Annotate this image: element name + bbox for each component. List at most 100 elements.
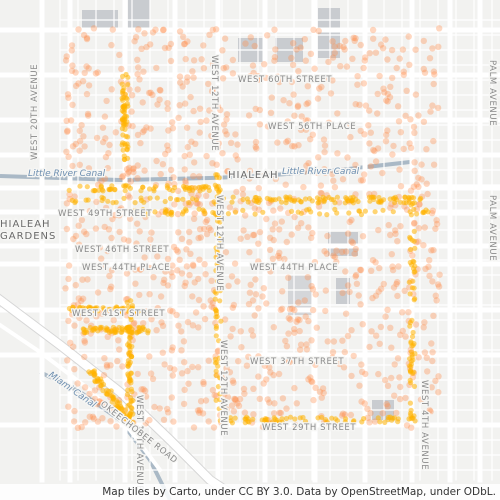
incident-dot	[339, 248, 346, 256]
incident-dot	[134, 86, 141, 93]
incident-dot	[358, 211, 365, 218]
incident-dot	[215, 213, 222, 220]
incident-dot	[122, 126, 128, 132]
incident-dot	[302, 313, 309, 320]
incident-dot	[105, 198, 111, 204]
incident-dot	[183, 263, 191, 270]
incident-dot	[134, 131, 142, 139]
incident-dot	[181, 359, 188, 366]
incident-dot	[65, 275, 72, 283]
incident-dot	[347, 133, 354, 141]
incident-dot	[231, 260, 239, 267]
incident-dot	[184, 74, 191, 81]
incident-dot	[251, 312, 258, 319]
incident-dot	[209, 86, 217, 93]
incident-dot	[333, 423, 340, 430]
incident-dot	[80, 31, 88, 39]
incident-dot	[217, 417, 223, 424]
incident-dot	[399, 46, 407, 53]
incident-dot	[348, 372, 355, 380]
incident-dot	[183, 78, 190, 85]
incident-dot	[214, 103, 222, 110]
incident-dot	[428, 247, 435, 254]
incident-dot	[432, 377, 439, 385]
incident-dot	[143, 124, 150, 131]
incident-dot	[286, 358, 293, 366]
incident-dot	[63, 128, 71, 135]
incident-dot	[177, 79, 184, 86]
incident-dot	[151, 403, 158, 411]
street-label-west-44th-place-left: WEST 44TH PLACE	[82, 263, 170, 273]
incident-dot	[110, 200, 116, 206]
incident-dot	[172, 184, 178, 191]
incident-dot	[357, 127, 364, 135]
incident-dot	[161, 361, 168, 368]
incident-dot	[317, 182, 325, 189]
incident-dot	[120, 411, 127, 417]
incident-dot	[97, 262, 104, 270]
incident-dot	[291, 384, 298, 392]
incident-dot	[83, 230, 90, 238]
incident-dot	[170, 174, 177, 181]
incident-dot	[401, 287, 408, 294]
incident-dot	[252, 105, 259, 113]
incident-dot	[309, 229, 316, 237]
incident-dot	[229, 420, 235, 426]
incident-dot	[270, 324, 277, 331]
incident-dot	[426, 272, 433, 280]
incident-dot	[140, 184, 146, 190]
incident-dot	[304, 83, 311, 90]
incident-dot	[312, 384, 319, 391]
incident-dot	[154, 195, 160, 201]
incident-dot	[225, 211, 231, 217]
incident-dot	[252, 211, 258, 217]
incident-dot	[352, 101, 359, 108]
incident-dot	[226, 204, 234, 211]
incident-dot	[237, 328, 244, 335]
incident-dot	[70, 235, 77, 243]
incident-dot	[400, 68, 407, 75]
incident-dot	[329, 38, 336, 45]
incident-dot	[334, 150, 341, 157]
incident-dot	[76, 161, 84, 168]
incident-dot	[216, 189, 222, 195]
incident-dot	[351, 37, 358, 44]
incident-dot	[176, 102, 183, 109]
incident-dot	[116, 309, 122, 315]
incident-dot	[396, 166, 403, 173]
incident-dot	[309, 75, 316, 83]
incident-dot	[72, 82, 80, 90]
incident-dot	[372, 49, 380, 56]
incident-dot	[377, 323, 385, 331]
incident-dot	[135, 26, 142, 33]
incident-dot	[86, 390, 93, 398]
incident-dot	[304, 168, 311, 175]
incident-dot	[220, 195, 226, 201]
incident-dot	[385, 221, 392, 229]
incident-dot	[394, 355, 402, 362]
incident-dot	[141, 167, 148, 174]
incident-dot	[372, 209, 378, 215]
incident-dot	[109, 26, 117, 33]
incident-dot	[234, 141, 241, 148]
street-label-west-49th: WEST 49TH STREET	[58, 209, 152, 219]
incident-dot	[163, 207, 169, 213]
incident-dot	[132, 200, 138, 206]
incident-dot	[245, 199, 251, 205]
incident-dot	[371, 147, 378, 155]
incident-dot	[245, 353, 252, 360]
incident-dot	[75, 241, 83, 248]
incident-dot	[161, 276, 168, 283]
incident-dot	[137, 266, 144, 273]
incident-dot	[96, 398, 103, 406]
incident-dot	[89, 413, 97, 420]
incident-dot	[421, 349, 429, 356]
incident-dot	[358, 368, 366, 375]
incident-dot	[96, 244, 104, 251]
street-label-west-60th: WEST 60TH STREET	[238, 75, 332, 85]
incident-dot	[102, 204, 110, 212]
incident-dot	[98, 255, 105, 262]
incident-dot	[189, 363, 196, 371]
